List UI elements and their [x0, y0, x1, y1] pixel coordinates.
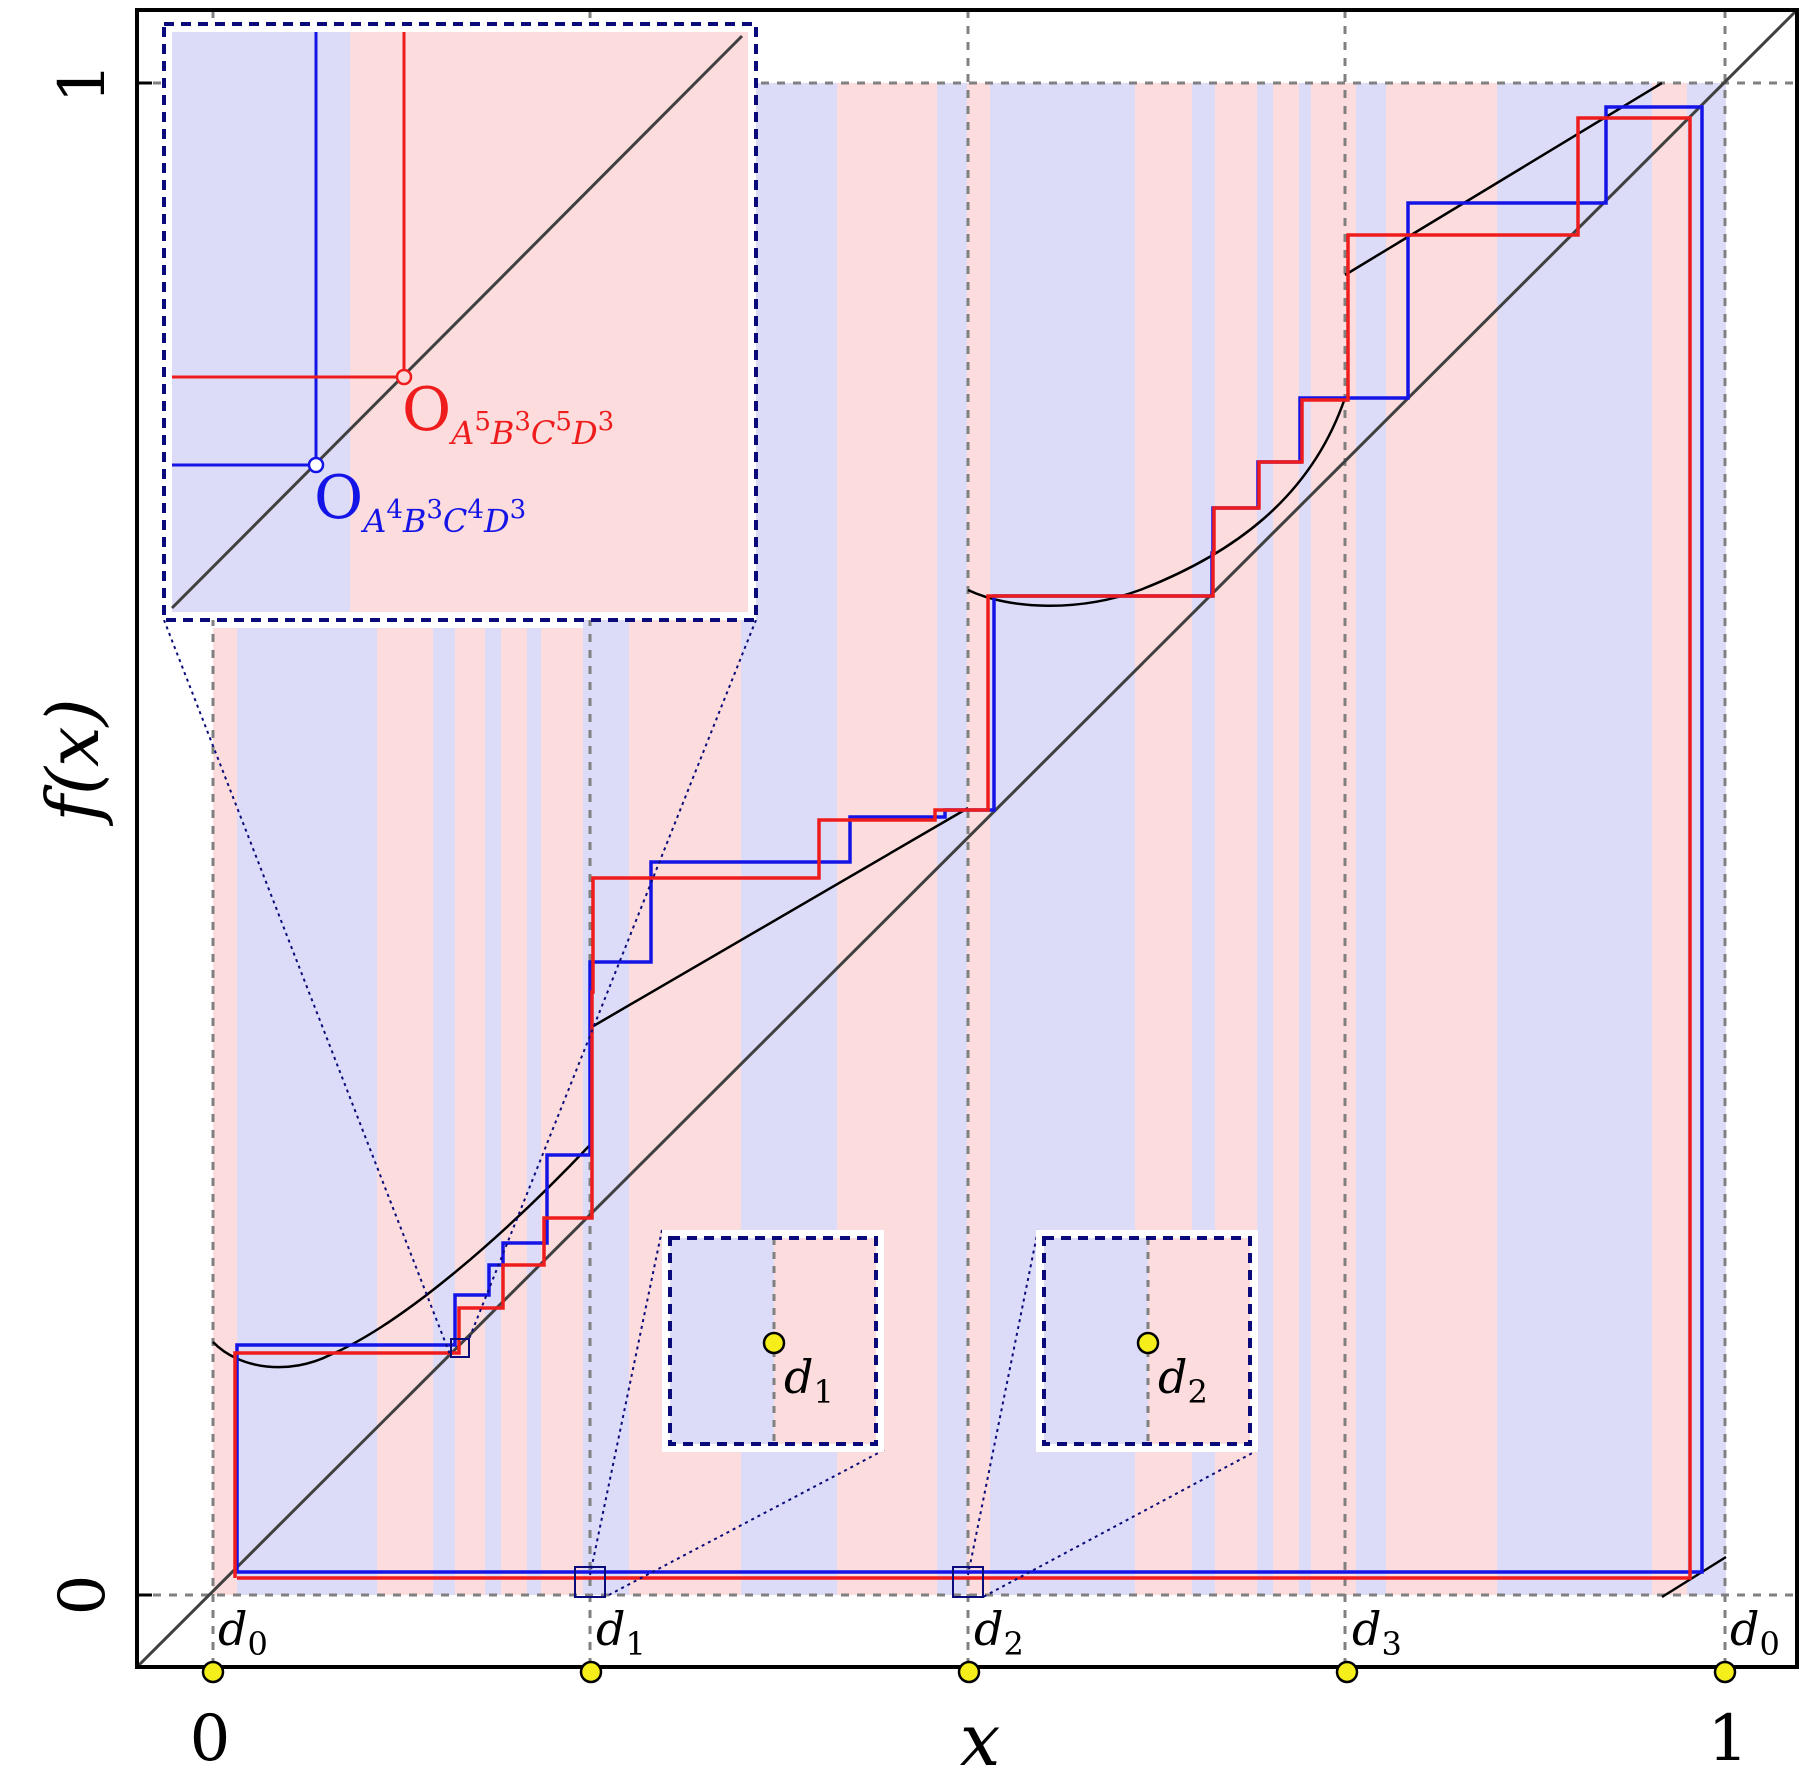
bands-lower-left: [213, 628, 583, 1595]
band-red: [1273, 83, 1299, 1595]
band-blue: [1356, 83, 1386, 1595]
d1-inset-label: d1: [784, 1350, 834, 1411]
band-blue: [237, 628, 377, 1595]
band-red: [377, 628, 433, 1595]
inset-band-red: [350, 32, 748, 612]
inset-band-blue: [670, 1238, 774, 1444]
discontinuity-markers: d0 d1 d2 d3 d0: [201, 1602, 1780, 1684]
band-blue: [485, 628, 501, 1595]
band-blue: [937, 83, 967, 1595]
zoom-inset-d2: d2: [1036, 1230, 1258, 1452]
d2-inset-label: d2: [1158, 1350, 1208, 1411]
discontinuity-marker-4: [1713, 1660, 1737, 1684]
band-red: [1652, 83, 1687, 1595]
inset-connectors: [163, 619, 1259, 1598]
connector: [468, 619, 757, 1340]
zoom-inset-orbit-points: OA5B3C5D3 OA4B3C4D3: [162, 22, 758, 622]
map-f-branches: [212, 81, 1727, 1599]
branch-4: [1344, 81, 1663, 277]
blue-orbit-point: [307, 456, 325, 474]
d1-inset-marker: [762, 1331, 786, 1355]
discontinuity-label-1: d1: [596, 1602, 646, 1663]
band-red: [455, 628, 485, 1595]
tick-marks: [137, 81, 152, 1597]
x-axis-title: x: [960, 1698, 1001, 1775]
connector: [589, 1229, 663, 1576]
connector: [982, 1449, 1259, 1598]
band-red: [213, 628, 237, 1595]
red-orbit-label: OA5B3C5D3: [402, 375, 614, 452]
inset-band-red: [774, 1238, 876, 1444]
d2-inset-marker: [1136, 1331, 1160, 1355]
band-blue: [1299, 83, 1311, 1595]
x-tick-label-0: 0: [190, 1702, 231, 1775]
discontinuity-label-3: d3: [1352, 1602, 1402, 1663]
red-orbit-cobweb: [233, 116, 1692, 1580]
connector: [967, 1229, 1039, 1576]
zoom-marker-main-inset: [450, 1338, 470, 1358]
discontinuity-marker-2: [957, 1660, 981, 1684]
discontinuity-marker-1: [579, 1660, 603, 1684]
band-blue: [433, 628, 455, 1595]
discontinuity-marker-0: [201, 1660, 225, 1684]
zoom-markers: [450, 1338, 984, 1598]
band-blue: [1192, 83, 1215, 1595]
red-orbit-point: [395, 368, 413, 386]
y-tick-label-0: 0: [46, 1575, 120, 1616]
inset-diagonal: [170, 34, 744, 610]
inset-band-red: [1148, 1238, 1250, 1444]
band-red: [541, 628, 583, 1595]
branch-1: [212, 1144, 591, 1369]
zoom-marker-d2: [952, 1566, 984, 1598]
band-red: [1386, 83, 1497, 1595]
discontinuity-label-2: d2: [974, 1602, 1024, 1663]
band-blue: [1497, 83, 1652, 1595]
inset-band-blue: [172, 32, 350, 612]
band-blue: [527, 628, 541, 1595]
x-tick-label-1: 1: [1708, 1702, 1749, 1775]
band-red: [501, 628, 527, 1595]
y-tick-label-1: 1: [46, 63, 120, 104]
blue-orbit-label: OA4B3C4D3: [314, 463, 526, 540]
band-red: [967, 83, 990, 1595]
y-axis-title: f(x): [31, 698, 115, 826]
inset-border: [162, 22, 758, 622]
inset-border: [1042, 1236, 1252, 1446]
discontinuity-label-4: d0: [1730, 1602, 1780, 1663]
band-blue: [1687, 83, 1726, 1595]
identity-diagonal: [135, 8, 1799, 1669]
zoom-marker-d1: [574, 1566, 606, 1598]
connector: [163, 619, 452, 1358]
branch-3: [967, 397, 1347, 607]
branch-2: [589, 806, 969, 1030]
zoom-inset-d1: d1: [662, 1230, 884, 1452]
band-blue: [1257, 83, 1273, 1595]
branch-5: [1661, 1555, 1727, 1599]
discontinuity-marker-3: [1335, 1660, 1359, 1684]
inset-border: [668, 1236, 878, 1446]
discontinuity-label-0: d0: [218, 1602, 268, 1663]
inset-band-blue: [1044, 1238, 1148, 1444]
